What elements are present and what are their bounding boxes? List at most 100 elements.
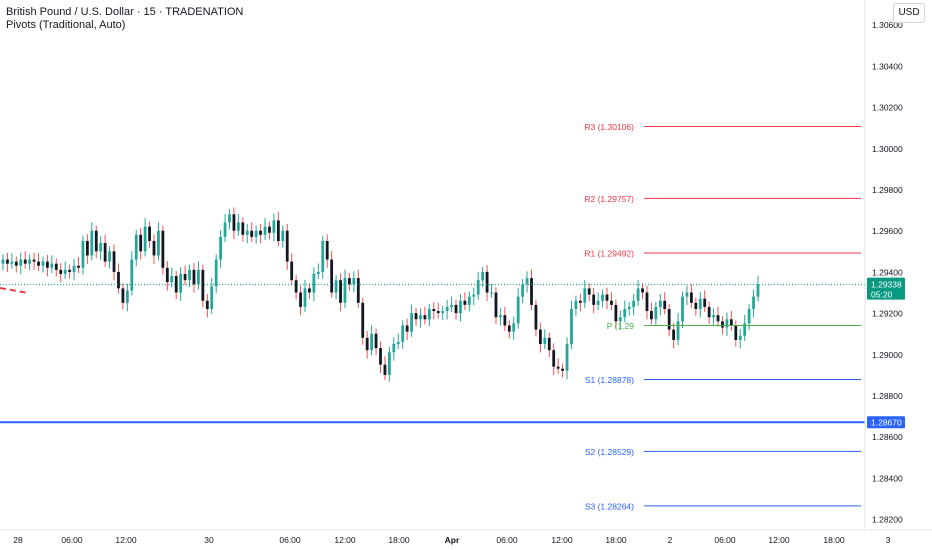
candle-body <box>676 321 680 340</box>
candle-body <box>112 251 116 272</box>
candle-body <box>263 226 267 235</box>
candle-body <box>556 366 560 369</box>
candle-body <box>525 278 529 285</box>
candle-body <box>450 304 453 307</box>
candle-body <box>618 317 622 322</box>
candle-body <box>365 337 369 351</box>
pivot-label: S2 (1.28529) <box>585 447 634 457</box>
candle-body <box>650 311 653 320</box>
candle-body <box>507 325 511 332</box>
candle-body <box>143 226 147 252</box>
candle-body <box>148 226 151 242</box>
candle-body <box>641 288 644 293</box>
candle-body <box>334 280 338 293</box>
candle-body <box>81 241 85 268</box>
candle-body <box>410 313 413 332</box>
candle-body <box>472 294 476 297</box>
candle-body <box>485 271 489 293</box>
candle-body <box>419 315 422 320</box>
candle-body <box>28 259 32 264</box>
candle-body <box>716 315 720 322</box>
candle-body <box>463 300 467 305</box>
candle-body <box>694 302 698 309</box>
candle-body <box>632 300 636 307</box>
time-tick-label: 12:00 <box>115 535 137 545</box>
candle-body <box>245 230 249 235</box>
time-tick-label: 12:00 <box>551 535 573 545</box>
candle-body <box>90 230 94 256</box>
candle-body <box>574 300 578 309</box>
symbol-title[interactable]: British Pound / U.S. Dollar · 15 · TRADE… <box>6 6 244 18</box>
candle-body <box>303 288 307 307</box>
last-price-countdown: 05:20 <box>871 290 893 300</box>
candle-body <box>236 222 240 231</box>
candle-body <box>161 230 165 268</box>
candle-body <box>37 261 40 266</box>
pivot-label: R1 (1.29492) <box>584 248 634 258</box>
price-axis[interactable]: 1.30600 1.30400 1.30200 1.30000 1.29800 1.296… <box>872 20 903 524</box>
indicator-title[interactable]: Pivots (Traditional, Auto) <box>6 19 126 31</box>
time-axis[interactable]: 28 06:00 12:00 30 06:00 12:00 18:00 Apr 06:00 12:… <box>13 535 890 545</box>
time-tick-label: 2 <box>668 535 673 545</box>
candle-body <box>308 288 311 293</box>
candle-body <box>299 292 302 307</box>
candle-body <box>339 280 342 303</box>
candle-body <box>427 308 431 320</box>
candle-body <box>361 302 365 338</box>
candle-body <box>41 261 45 266</box>
candle-body <box>134 234 138 260</box>
candle-body <box>667 308 671 330</box>
candle-body <box>436 311 440 314</box>
candle-body <box>228 214 231 223</box>
candle-body <box>6 259 9 264</box>
candle-body <box>85 241 89 256</box>
candle-body <box>459 300 462 314</box>
candle-body <box>343 278 347 303</box>
candle-body <box>139 234 143 252</box>
candle-body <box>636 288 640 301</box>
candle-body <box>188 269 191 281</box>
candle-body <box>254 230 258 237</box>
candle-body <box>601 294 604 301</box>
candle-body <box>698 298 702 309</box>
candle-body <box>130 259 134 291</box>
candle-body <box>516 296 520 324</box>
candle-body <box>214 259 218 287</box>
candle-body <box>250 230 254 237</box>
candle-body <box>321 241 325 272</box>
time-tick-label: 18:00 <box>388 535 410 545</box>
candle-body <box>587 288 591 295</box>
candle-body <box>672 329 676 340</box>
time-tick-label: Apr <box>445 535 460 545</box>
candle-body <box>538 329 542 345</box>
candle-body <box>747 308 751 324</box>
candle-body <box>50 263 54 268</box>
candle-body <box>170 276 174 283</box>
candle-body <box>552 350 556 367</box>
candle-body <box>383 364 387 375</box>
candle-body <box>268 226 271 233</box>
time-tick-label: 12:00 <box>334 535 356 545</box>
candle-body <box>734 325 738 340</box>
horizontal-level-value: 1.28670 <box>871 417 902 427</box>
candle-body <box>272 220 276 233</box>
candle-body <box>481 271 485 281</box>
price-tick-label: 1.29400 <box>872 267 903 277</box>
currency-button[interactable]: USD <box>893 3 925 23</box>
candle-body <box>707 306 711 318</box>
candle-body <box>432 308 436 312</box>
candle-body <box>578 300 582 303</box>
candle-body <box>645 292 649 312</box>
candle-body <box>454 304 458 314</box>
candle-body <box>530 278 533 305</box>
candle-body <box>10 261 14 264</box>
candle-body <box>201 269 205 301</box>
candle-body <box>152 241 156 256</box>
candle-body <box>59 269 63 274</box>
chart-legend: British Pound / U.S. Dollar · 15 · TRADE… <box>6 6 243 32</box>
candle-body <box>592 294 596 305</box>
time-tick-label: 3 <box>886 535 891 545</box>
candle-body <box>387 352 391 375</box>
